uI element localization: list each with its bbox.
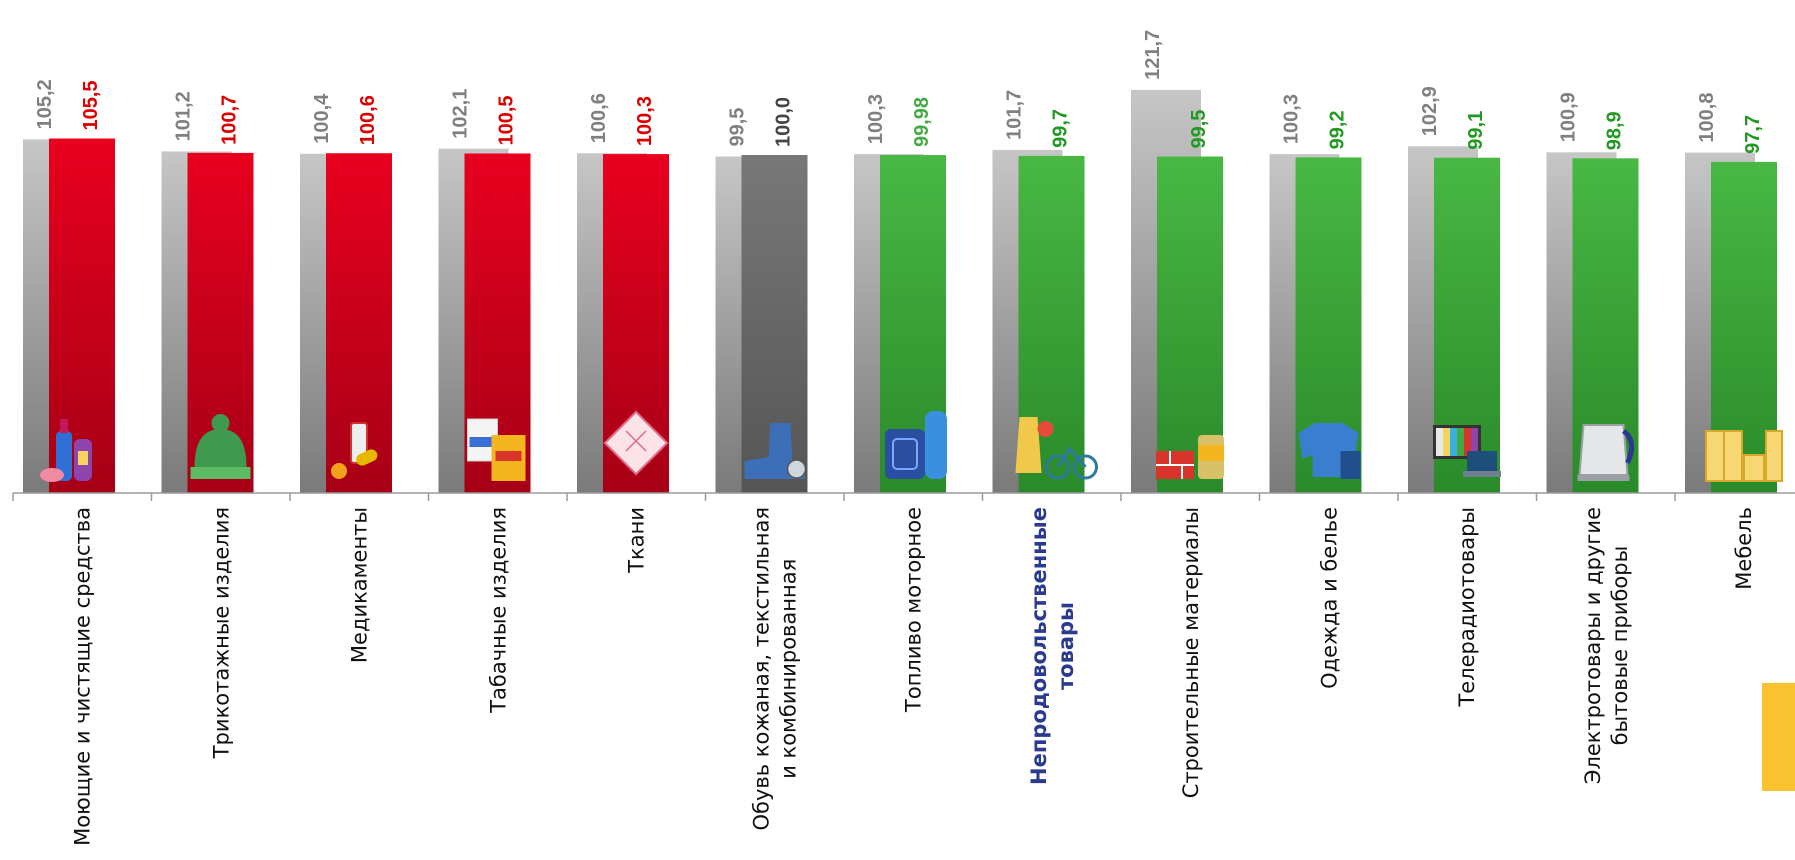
boot-icon <box>744 423 807 479</box>
data-label-previous: 100,3 <box>865 94 887 144</box>
bricks-paint-icon <box>1156 435 1224 479</box>
data-label-current: 98,9 <box>1604 111 1626 150</box>
data-label-previous: 121,7 <box>1142 30 1164 80</box>
data-label-previous: 100,8 <box>1696 93 1718 143</box>
data-label-previous: 100,4 <box>311 93 333 144</box>
data-label-current: 100,6 <box>357 95 379 145</box>
data-label-previous: 102,9 <box>1419 86 1441 136</box>
knit-hat-icon <box>190 414 251 479</box>
data-label-previous: 105,2 <box>34 79 56 129</box>
data-label-current: 99,98 <box>911 97 933 147</box>
cigarette-packs-icon <box>467 418 526 481</box>
data-label-previous: 101,7 <box>1004 90 1026 140</box>
data-label-current: 99,7 <box>1050 109 1072 148</box>
data-label-current: 100,5 <box>496 95 518 145</box>
data-label-previous: 99,5 <box>727 108 749 147</box>
fuel-canister-icon <box>885 411 947 479</box>
data-label-current: 100,7 <box>219 95 241 145</box>
tv-laptop-icon <box>1433 425 1501 477</box>
data-label-previous: 100,9 <box>1558 92 1580 142</box>
data-label-current: 99,5 <box>1188 110 1210 149</box>
data-label-current: 100,0 <box>773 97 795 147</box>
electric-kettle-icon <box>1577 424 1635 481</box>
cleaning-products-icon <box>40 419 92 482</box>
sweater-icon <box>1298 423 1361 479</box>
data-label-current: 105,5 <box>80 80 102 130</box>
furniture-icon <box>1705 430 1783 482</box>
corner-tab <box>1762 683 1795 791</box>
data-label-current: 99,2 <box>1327 110 1349 149</box>
coat-bicycle-icon <box>1015 417 1098 480</box>
data-label-previous: 102,1 <box>450 89 472 139</box>
medicine-icon <box>331 422 378 479</box>
data-label-current: 97,7 <box>1742 115 1764 154</box>
data-label-current: 100,3 <box>634 96 656 146</box>
fabric-icon <box>603 410 669 476</box>
data-label-previous: 101,2 <box>173 91 195 141</box>
data-label-previous: 100,6 <box>588 93 610 143</box>
data-label-previous: 100,3 <box>1281 94 1303 144</box>
data-label-current: 99,1 <box>1465 111 1487 150</box>
